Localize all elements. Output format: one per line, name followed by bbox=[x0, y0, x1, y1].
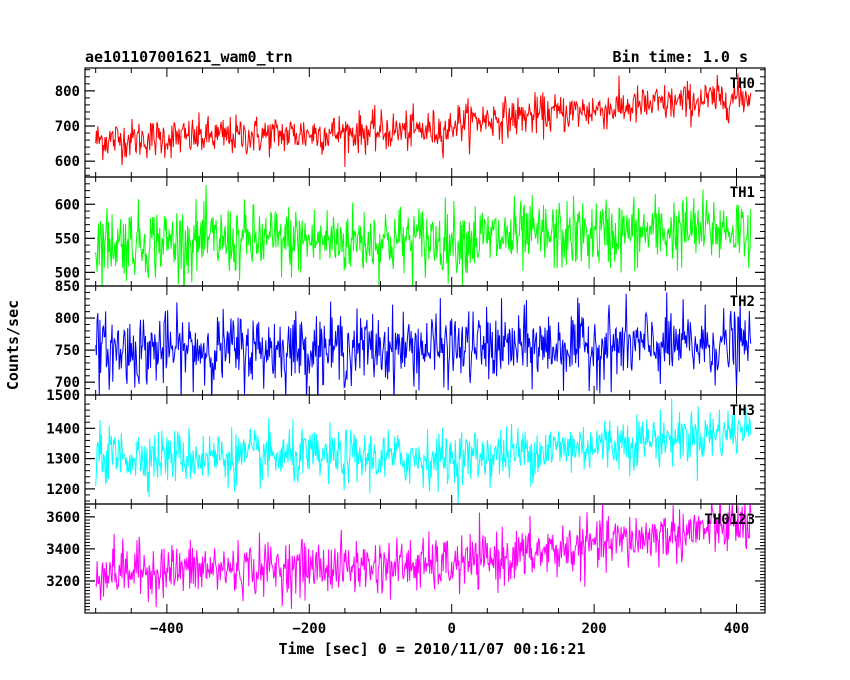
y-tick-label: 600 bbox=[55, 197, 80, 213]
y-tick-label: 3200 bbox=[46, 574, 80, 590]
panel-label-th0123: TH0123 bbox=[704, 512, 755, 528]
y-tick-label: 800 bbox=[55, 84, 80, 100]
y-tick-label: 800 bbox=[55, 311, 80, 327]
series-line-th0 bbox=[95, 73, 752, 167]
y-tick-label: 550 bbox=[55, 231, 80, 247]
x-tick-label: 400 bbox=[724, 621, 749, 637]
series-line-th3 bbox=[95, 398, 752, 504]
panel-th3: 1200 1300 1400 1500 TH3 bbox=[46, 388, 766, 505]
panel-frame bbox=[84, 394, 766, 505]
panels-group: 600 700 800 TH0 500 550 600 TH1 700 750 800 850 TH2 1… bbox=[46, 67, 766, 614]
y-tick-label: 3400 bbox=[46, 542, 80, 558]
x-tick-label: −200 bbox=[292, 621, 326, 637]
chart-title: ae101107001621_wam0_trn bbox=[85, 48, 293, 66]
panel-label-th0: TH0 bbox=[730, 76, 755, 92]
y-axis-label: Counts/sec bbox=[4, 300, 22, 390]
y-tick-label: 700 bbox=[55, 375, 80, 391]
series-line-th1 bbox=[95, 185, 752, 286]
y-tick-label: 1200 bbox=[46, 482, 80, 498]
y-tick-label-top: 850 bbox=[55, 279, 80, 295]
panel-label-th3: TH3 bbox=[730, 403, 755, 419]
panel-label-th1: TH1 bbox=[730, 185, 755, 201]
panel-th0: 600 700 800 TH0 bbox=[55, 67, 766, 178]
panel-frame bbox=[84, 67, 766, 178]
y-tick-label: 600 bbox=[55, 154, 80, 170]
panel-th1: 500 550 600 TH1 bbox=[55, 176, 766, 287]
y-tick-label: 700 bbox=[55, 119, 80, 135]
panel-label-th2: TH2 bbox=[730, 294, 755, 310]
x-axis-label: Time [sec] 0 = 2010/11/07 00:16:21 bbox=[278, 640, 585, 658]
y-tick-label: 1400 bbox=[46, 421, 80, 437]
y-tick-label: 500 bbox=[55, 265, 80, 281]
series-line-th0123 bbox=[95, 504, 752, 609]
x-axis: −400 −200 0 200 400 bbox=[150, 621, 749, 637]
y-tick-label: 3600 bbox=[46, 510, 80, 526]
y-tick-label: 1300 bbox=[46, 452, 80, 468]
y-tick-label: 750 bbox=[55, 343, 80, 359]
series-line-th2 bbox=[95, 292, 752, 395]
panel-th0123: 3200 3400 3600 TH0123 bbox=[46, 503, 766, 614]
x-tick-label: −400 bbox=[150, 621, 184, 637]
x-tick-label: 0 bbox=[447, 621, 455, 637]
y-tick-label-top: 1500 bbox=[46, 388, 80, 404]
bin-time-label: Bin time: 1.0 s bbox=[613, 48, 748, 66]
x-tick-label: 200 bbox=[581, 621, 606, 637]
